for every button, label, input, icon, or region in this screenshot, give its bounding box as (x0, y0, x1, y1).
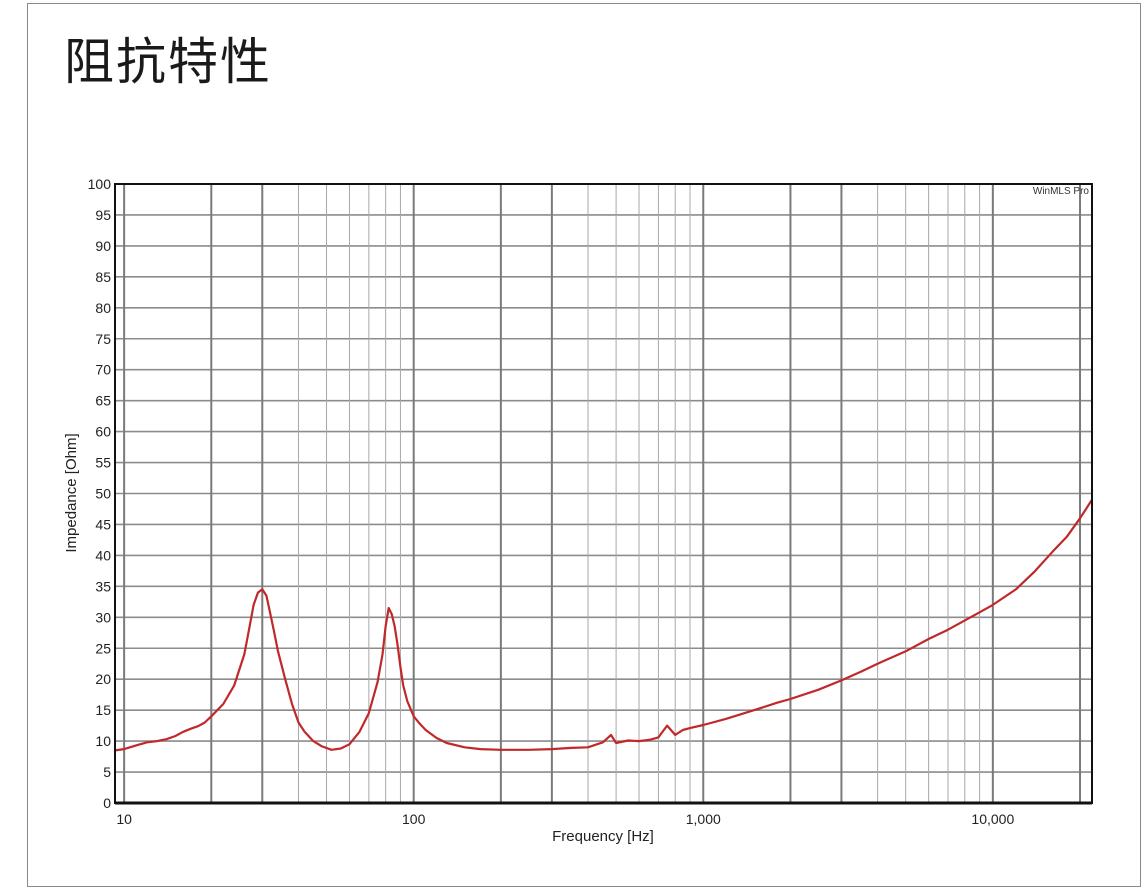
y-tick-label: 30 (95, 609, 111, 625)
y-tick-label: 10 (95, 733, 111, 749)
y-tick-label: 100 (88, 176, 112, 192)
x-tick-label: 10,000 (971, 811, 1014, 827)
y-tick-label: 80 (95, 300, 111, 316)
y-tick-label: 25 (95, 640, 111, 656)
x-tick-labels: 10 100 1,000 10,000 (116, 811, 1014, 827)
y-tick-label: 35 (95, 578, 111, 594)
impedance-curve (113, 498, 1094, 752)
y-axis-label: Impedance [Ohm] (63, 433, 80, 552)
y-tick-label: 85 (95, 269, 111, 285)
page-title: 阻抗特性 (64, 33, 272, 91)
y-tick-label: 95 (95, 207, 111, 223)
y-tick-label: 0 (103, 795, 111, 811)
y-tick-label: 75 (95, 331, 111, 347)
y-tick-label: 55 (95, 455, 111, 471)
y-tick-label: 45 (95, 516, 111, 532)
y-tick-label: 70 (95, 362, 111, 378)
y-tick-label: 50 (95, 486, 111, 502)
y-tick-labels: 0 5 10 15 20 25 30 35 40 45 50 55 60 65 70 75 80 85 90 95 10… (88, 176, 112, 811)
y-tick-label: 5 (103, 764, 111, 780)
y-tick-label: 20 (95, 671, 111, 687)
y-tick-label: 60 (95, 424, 111, 440)
y-tick-label: 65 (95, 393, 111, 409)
y-tick-label: 90 (95, 238, 111, 254)
grid-lines (115, 183, 1092, 804)
x-tick-label: 100 (402, 811, 426, 827)
watermark-text: WinMLS Pro (1033, 186, 1090, 197)
y-tick-label: 15 (95, 702, 111, 718)
y-tick-label: 40 (95, 547, 111, 563)
x-tick-label: 1,000 (686, 811, 721, 827)
x-axis-label: Frequency [Hz] (552, 828, 654, 845)
x-tick-label: 10 (116, 811, 132, 827)
